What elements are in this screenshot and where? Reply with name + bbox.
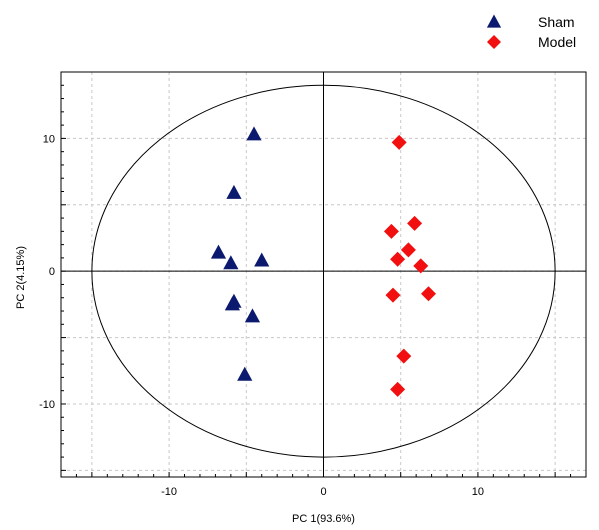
model-point bbox=[390, 251, 406, 267]
x-tick-label: 10 bbox=[472, 486, 484, 498]
model-point bbox=[391, 134, 407, 150]
model-point bbox=[396, 348, 412, 364]
model-point bbox=[385, 287, 401, 303]
tick-marks bbox=[60, 71, 587, 477]
tick-labels: -10 0 10 -10 0 10 bbox=[39, 133, 484, 498]
x-axis-label: PC 1(93.6%) bbox=[292, 513, 355, 525]
model-point bbox=[400, 242, 416, 258]
model-point bbox=[413, 258, 429, 274]
legend: Sham Model bbox=[486, 14, 576, 50]
y-axis-label: PC 2(4.15%) bbox=[15, 246, 27, 309]
sham-point bbox=[246, 126, 262, 141]
x-tick-label: 0 bbox=[320, 486, 326, 498]
y-tick-label: 0 bbox=[49, 266, 55, 278]
x-tick-label: -10 bbox=[161, 486, 177, 498]
model-point bbox=[407, 215, 423, 231]
model-point bbox=[383, 223, 399, 239]
y-tick-label: -10 bbox=[39, 399, 55, 411]
model-point bbox=[390, 381, 406, 397]
zero-axes bbox=[61, 72, 586, 477]
sham-point bbox=[254, 252, 270, 267]
sham-point bbox=[237, 366, 253, 381]
sham-point bbox=[223, 255, 239, 270]
sham-point bbox=[226, 184, 242, 199]
model-point bbox=[421, 286, 436, 302]
sham-point bbox=[224, 296, 240, 311]
sham-point bbox=[210, 244, 227, 259]
y-tick-label: 10 bbox=[43, 133, 55, 145]
data-points bbox=[210, 126, 436, 397]
hotelling-ellipse bbox=[91, 84, 556, 458]
legend-label-model: Model bbox=[538, 34, 576, 50]
sham-point bbox=[244, 308, 261, 323]
legend-marker-model bbox=[487, 35, 501, 49]
legend-marker-sham bbox=[486, 14, 502, 28]
legend-label-sham: Sham bbox=[538, 14, 575, 30]
